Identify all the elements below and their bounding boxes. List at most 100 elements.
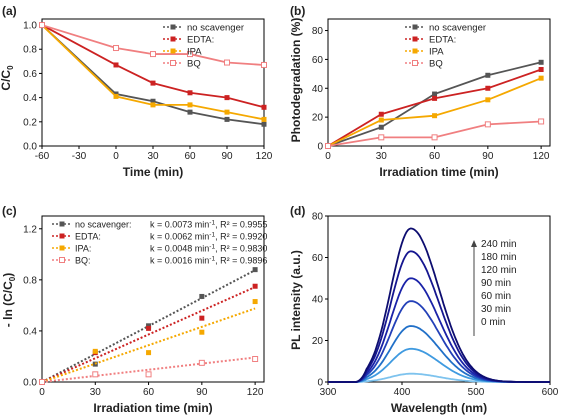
- x-tick-label: 0: [113, 151, 119, 162]
- data-point: [170, 24, 176, 30]
- y-tick-label: 1.0: [23, 21, 37, 32]
- series-ipa: [39, 22, 267, 122]
- data-point: [485, 72, 491, 78]
- r-squared: , R² = 0.9920: [215, 232, 267, 242]
- legend-label: 60 min: [481, 291, 511, 302]
- y-tick-label: 0.2: [23, 117, 37, 128]
- x-tick-label: 600: [542, 387, 559, 398]
- legend-fit-text: k = 0.0016 min-1, R² = 0.9896: [150, 256, 267, 266]
- rate-unit-sup: -1: [209, 256, 215, 263]
- legend-label: EDTA:: [75, 232, 101, 242]
- y-axis-label-sub: 0: [6, 65, 15, 70]
- y-axis-label: - ln (C/C0): [1, 273, 17, 327]
- data-point: [59, 233, 65, 239]
- data-point: [431, 134, 438, 141]
- data-point: [150, 51, 156, 58]
- data-point: [187, 90, 193, 96]
- data-point: [261, 61, 267, 68]
- data-point: [187, 102, 193, 108]
- legend-label: IPA:: [75, 244, 91, 254]
- data-point: [261, 121, 267, 127]
- rate-unit-sup: -1: [209, 220, 215, 227]
- chart-panel-d: 300 400 500 600 0 20 40 60 80 (d) Wavelength (nm) P…: [289, 204, 559, 415]
- data-point: [59, 221, 65, 227]
- panel-label: (b): [290, 4, 305, 18]
- data-point: [378, 124, 384, 130]
- chart-panel-a: -60 -30 0 30 60 90 120 0.0 0.2 0.4 0.6 0.8 1.0 (a) Tim…: [0, 4, 273, 179]
- chart-panel-b: 0 30 60 90 120 0 20 40 60 80 (b) Irradiation time (…: [289, 4, 551, 179]
- data-point: [224, 59, 230, 66]
- data-point: [59, 245, 65, 251]
- rate-constant: k = 0.0073 min: [150, 220, 209, 230]
- data-point: [39, 22, 45, 29]
- legend-label: BQ: [187, 59, 201, 70]
- data-point: [170, 60, 176, 66]
- data-point: [170, 48, 176, 54]
- legend-label: 240 min: [481, 239, 517, 250]
- data-point: [538, 59, 544, 65]
- rate-constant: k = 0.0048 min: [150, 244, 209, 254]
- x-tick-label: 0: [39, 387, 45, 398]
- y-tick-label: 40: [312, 295, 324, 306]
- data-point: [224, 95, 230, 101]
- data-point: [261, 116, 267, 122]
- x-tick-label: 60: [429, 151, 441, 162]
- x-tick-label: 30: [90, 387, 102, 398]
- series-noscavenger: [39, 267, 258, 385]
- y-tick-label: 1.2: [23, 224, 37, 235]
- x-tick-label: 0: [325, 151, 331, 162]
- data-point: [199, 293, 205, 299]
- legend-label: BQ:: [75, 256, 91, 266]
- data-point: [224, 116, 230, 122]
- x-tick-label: 120: [247, 387, 264, 398]
- rate-constant: k = 0.0016 min: [150, 256, 209, 266]
- legend-label: BQ: [429, 59, 443, 70]
- rate-unit-sup: -1: [209, 232, 215, 239]
- x-tick-label: 60: [143, 387, 155, 398]
- data-point: [485, 97, 491, 103]
- y-tick-label: 20: [312, 336, 324, 347]
- spectrum-240-min: [328, 227, 550, 383]
- r-squared: , R² = 0.9830: [215, 244, 267, 254]
- x-tick-label: 500: [468, 387, 485, 398]
- data-point: [252, 283, 258, 289]
- r-squared: , R² = 0.9955: [215, 220, 267, 230]
- y-axis-label-sub: 0: [8, 276, 17, 281]
- data-point: [224, 109, 230, 115]
- spectrum-120-min: [328, 277, 550, 383]
- data-point: [538, 118, 545, 125]
- fit-line: [41, 286, 256, 383]
- y-axis-label-main: PL intensity (a.u.): [289, 250, 303, 350]
- fit-line: [41, 307, 256, 383]
- x-tick-label: -60: [35, 151, 50, 162]
- data-point: [412, 60, 418, 66]
- data-point: [412, 48, 418, 54]
- x-tick-label: 120: [256, 151, 273, 162]
- x-tick-label: 90: [482, 151, 494, 162]
- y-tick-label: 0.4: [23, 93, 37, 104]
- series-bq: [39, 356, 259, 385]
- legend-label: EDTA:: [187, 35, 214, 46]
- legend-fit-text: k = 0.0048 min-1, R² = 0.9830: [150, 244, 267, 254]
- fit-line: [41, 356, 256, 383]
- plot-frame: [327, 18, 551, 147]
- data-point: [92, 348, 98, 354]
- legend-fit-text: k = 0.0073 min-1, R² = 0.9955: [150, 220, 267, 230]
- y-tick-label: 0.8: [23, 45, 37, 56]
- y-tick-label: 0.0: [23, 378, 37, 389]
- plot-frame: [327, 215, 551, 383]
- data-point: [146, 323, 152, 329]
- x-tick-label: 30: [376, 151, 388, 162]
- panel-label: (a): [2, 4, 17, 18]
- y-tick-label: 20: [312, 113, 324, 124]
- r-squared: , R² = 0.9896: [215, 256, 267, 266]
- data-point: [538, 67, 544, 73]
- data-point: [170, 36, 176, 42]
- spectrum-90-min: [328, 300, 550, 383]
- series-edta: [39, 283, 258, 385]
- legend: 240 min 180 min 120 min 90 min 60 min 30 min 0…: [471, 239, 517, 336]
- x-tick-label: -30: [72, 151, 87, 162]
- x-tick-label: 90: [196, 387, 208, 398]
